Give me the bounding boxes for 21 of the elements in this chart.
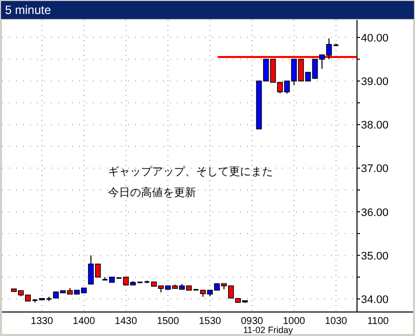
y-tick-label: 38.00 — [361, 120, 389, 132]
y-tick-label: 39.00 — [361, 76, 389, 88]
annotation: 今日の高値を更新 — [108, 186, 196, 199]
x-tick-label: 1430 — [114, 316, 138, 327]
x-tick-label: 1400 — [72, 316, 96, 327]
title-bar: 5 minute — [1, 1, 414, 19]
text: 11-02 Friday — [243, 325, 294, 335]
x-tick-label: 1030 — [324, 316, 348, 327]
chart-title: 5 minute — [5, 3, 52, 17]
y-tick-label: 35.00 — [361, 250, 389, 262]
x-tick-label: 1100 — [367, 316, 390, 327]
y-tick-label: 37.00 — [361, 163, 389, 176]
x-tick-label: 1530 — [198, 316, 222, 327]
x-tick-label: 1500 — [156, 316, 180, 327]
y-tick-label: 36.00 — [361, 206, 389, 219]
y-tick-label: 40.00 — [361, 32, 389, 44]
y-tick-label: 34.00 — [361, 294, 389, 306]
annotation: ギャップアップ、そして更にまた — [108, 165, 273, 178]
x-tick-label: 1330 — [30, 316, 54, 327]
x-tick-label: 0930 — [240, 316, 264, 327]
x-tick-label: 1000 — [282, 316, 306, 327]
